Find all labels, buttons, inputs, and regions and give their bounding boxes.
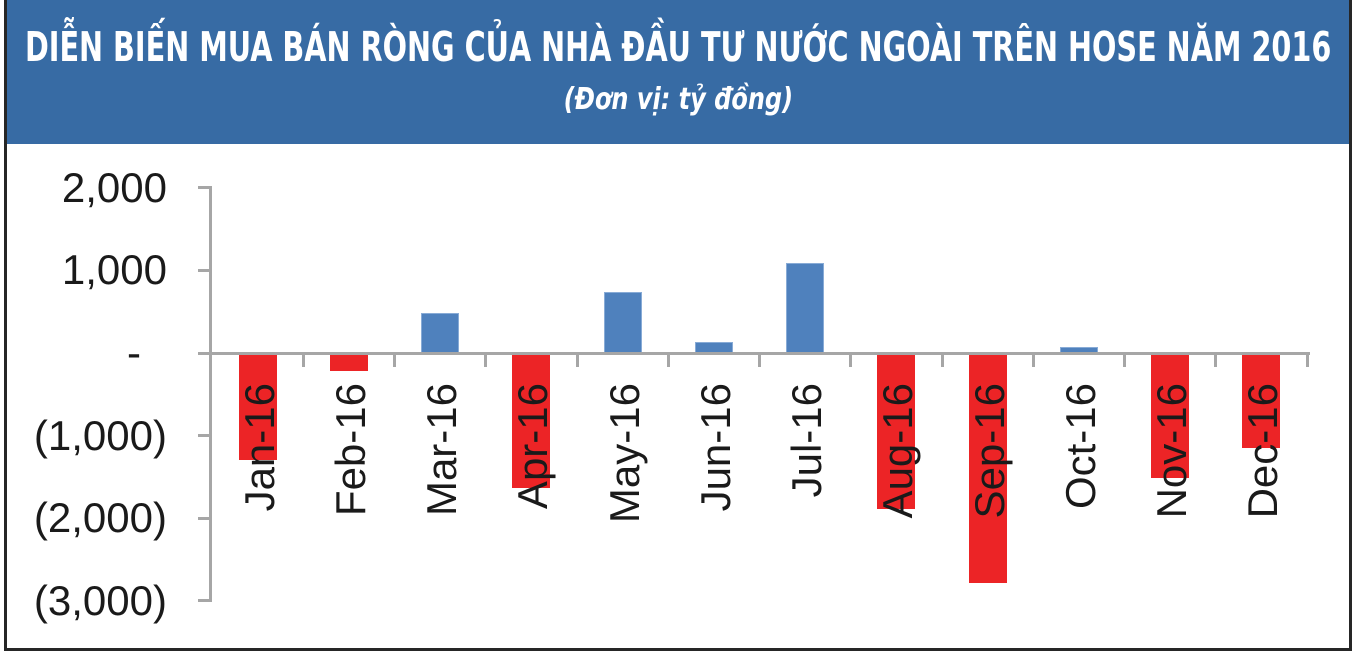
y-axis-label--1000: (1,000) <box>33 411 167 459</box>
plot-area: 2,000 1,000 - (1,000) (2,000) (3,000) Jan-16 Fe… <box>7 144 1349 648</box>
x-label-mar-16: Mar-16 <box>418 383 466 517</box>
y-tick <box>198 434 212 438</box>
x-label-may-16: May-16 <box>600 383 648 524</box>
y-tick <box>198 268 212 272</box>
x-tick <box>758 353 761 367</box>
x-tick <box>301 353 305 367</box>
bar-sep-16 <box>968 353 1007 583</box>
bar-nov-16 <box>1151 353 1190 478</box>
bar-mar-16 <box>421 313 460 353</box>
bar-aug-16 <box>877 353 916 509</box>
x-label-jul-16: Jul-16 <box>783 383 831 498</box>
x-label-sep-16: Sep-16 <box>965 383 1013 519</box>
x-tick <box>1123 353 1126 367</box>
x-tick <box>666 353 670 367</box>
x-tick <box>940 353 944 367</box>
chart-title: DIỄN BIẾN MUA BÁN RÒNG CỦA NHÀ ĐẦU TƯ NƯ… <box>24 23 1332 71</box>
y-tick <box>198 599 212 603</box>
x-tick <box>484 353 488 367</box>
y-axis-label-0: - <box>127 329 141 376</box>
bar-apr-16 <box>512 353 551 488</box>
y-axis-line <box>209 187 212 601</box>
y-axis-label-2000: 2,000 <box>61 163 167 211</box>
y-tick <box>198 351 212 355</box>
y-axis-label--3000: (3,000) <box>33 576 167 624</box>
x-label-nov-16: Nov-16 <box>1148 383 1196 519</box>
x-tick <box>575 353 579 367</box>
bar-may-16 <box>603 292 642 353</box>
x-tick <box>1214 353 1218 367</box>
y-tick <box>198 186 212 190</box>
x-tick <box>1031 353 1035 367</box>
x-label-oct-16: Oct-16 <box>1056 383 1104 510</box>
bar-dec-16 <box>1242 353 1281 448</box>
bar-jan-16 <box>238 353 277 460</box>
x-label-jun-16: Jun-16 <box>691 383 739 512</box>
y-tick <box>198 516 212 520</box>
chart-subtitle: (Đơn vị: tỷ đồng) <box>563 82 793 117</box>
x-tick <box>1305 353 1309 367</box>
x-tick <box>849 353 853 367</box>
x-tick <box>393 353 396 367</box>
bar-feb-16 <box>329 353 368 371</box>
chart-figure: DIỄN BIẾN MUA BÁN RÒNG CỦA NHÀ ĐẦU TƯ NƯ… <box>4 0 1352 651</box>
x-label-dec-16: Dec-16 <box>1239 383 1287 519</box>
y-axis-label-1000: 1,000 <box>61 246 167 294</box>
bar-jul-16 <box>786 263 825 353</box>
x-axis-line <box>209 351 1310 355</box>
x-label-apr-16: Apr-16 <box>509 383 557 510</box>
chart-header: DIỄN BIẾN MUA BÁN RÒNG CỦA NHÀ ĐẦU TƯ NƯ… <box>7 0 1349 144</box>
x-label-feb-16: Feb-16 <box>326 383 374 517</box>
x-label-aug-16: Aug-16 <box>874 383 922 519</box>
x-label-jan-16: Jan-16 <box>235 383 283 512</box>
y-axis-label--2000: (2,000) <box>33 494 167 542</box>
